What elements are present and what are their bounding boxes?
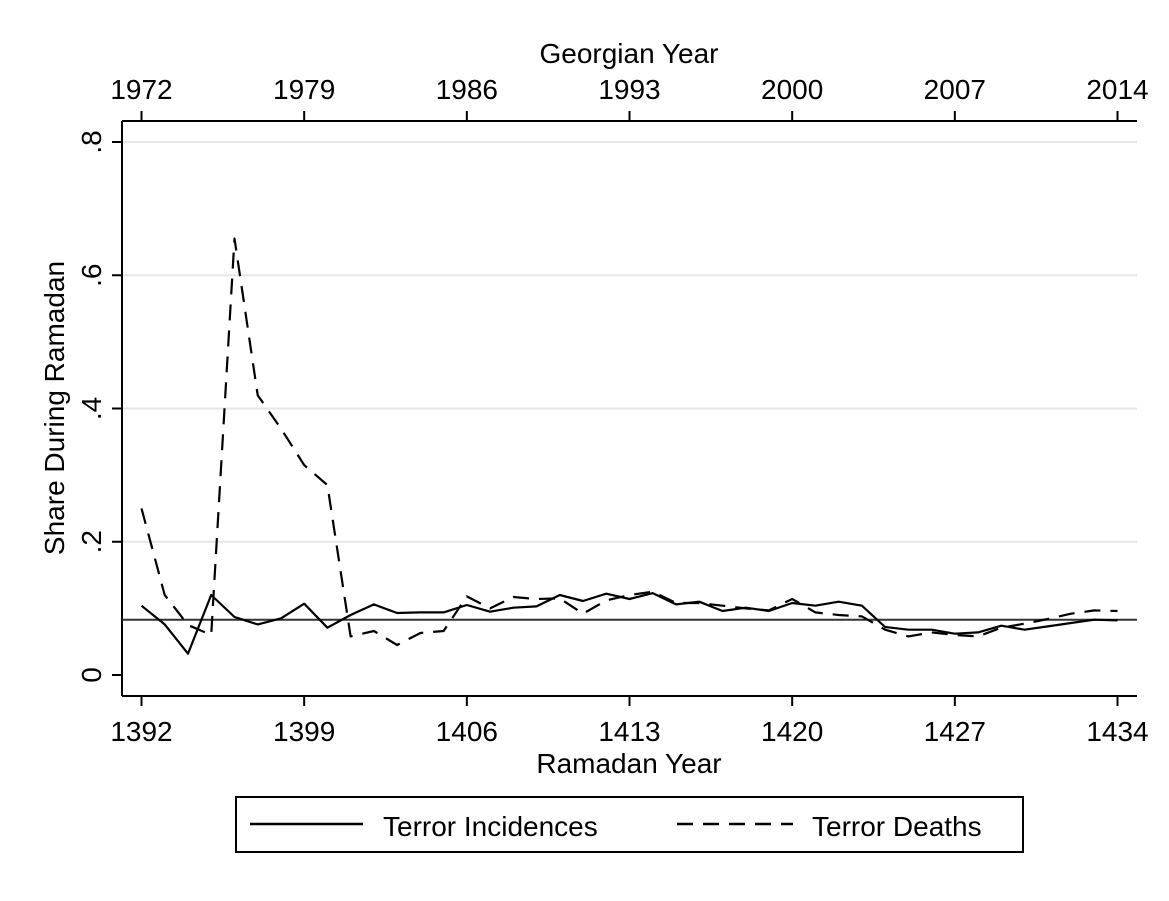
y-tick-label: 0 [76,667,107,683]
top-tick-label: 2007 [924,74,986,105]
series-lines [122,237,1137,655]
top-tick-label: 1972 [110,74,172,105]
top-tick-label: 1993 [598,74,660,105]
series-line-terror-deaths [140,237,1118,647]
top-tick-label: 1979 [273,74,335,105]
top-tick-label: 1986 [436,74,498,105]
axes: 0 .2 .4 .6 .8 1392 1399 1406 1413 1420 1427 1434 197… [76,74,1149,747]
legend-label-terror-deaths: Terror Deaths [812,811,982,842]
y-tick-label: .8 [76,130,107,153]
x-tick-label: 1434 [1086,716,1148,747]
legend-box [235,796,1024,853]
series-line-terror-incidences [140,591,1118,655]
x-tick-label: 1420 [761,716,823,747]
y-axis-title: Share During Ramadan [39,261,70,555]
x-tick-label: 1406 [436,716,498,747]
legend: Terror Incidences Terror Deaths [235,796,1024,853]
legend-label-terror-incidences: Terror Incidences [383,811,598,842]
x-axis-title: Ramadan Year [536,748,721,779]
y-tick-label: .4 [76,397,107,420]
top-tick-label: 2014 [1086,74,1148,105]
x-tick-label: 1427 [924,716,986,747]
top-tick-label: 2000 [761,74,823,105]
gridlines [122,141,1137,543]
y-tick-label: .2 [76,530,107,553]
top-axis-title: Georgian Year [539,38,718,69]
x-tick-label: 1399 [273,716,335,747]
y-tick-label: .6 [76,264,107,287]
x-tick-label: 1413 [598,716,660,747]
x-tick-label: 1392 [110,716,172,747]
